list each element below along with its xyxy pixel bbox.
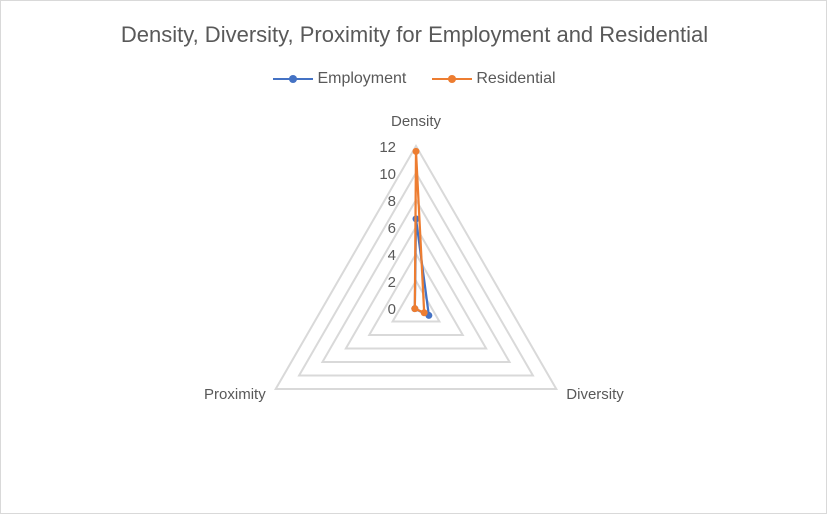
tick-label-4: 4 <box>388 247 396 264</box>
gridline-4 <box>367 252 465 336</box>
legend-label-employment: Employment <box>317 70 407 87</box>
axis-label-density: Density <box>391 113 442 130</box>
gridline-6 <box>344 225 488 350</box>
tick-label-2: 2 <box>388 274 396 291</box>
data-point-residential-density <box>412 147 420 155</box>
series-line-residential <box>413 150 426 314</box>
data-point-residential-proximity <box>411 305 419 313</box>
legend-item-employment[interactable]: Employment <box>273 70 406 88</box>
tick-label-10: 10 <box>379 166 396 183</box>
tick-label-8: 8 <box>388 193 396 210</box>
tick-label-12: 12 <box>379 139 396 156</box>
data-point-residential-diversity <box>420 309 428 317</box>
tick-label-6: 6 <box>388 220 396 237</box>
axis-label-proximity: Proximity <box>204 386 266 403</box>
gridline-12 <box>273 144 559 390</box>
chart-title: Density, Diversity, Proximity for Employ… <box>120 22 709 47</box>
legend-swatch-residential <box>432 72 473 86</box>
legend-swatch-employment <box>273 72 314 86</box>
legend-label-residential: Residential <box>476 70 556 87</box>
tick-label-0: 0 <box>388 301 396 318</box>
legend: Employment Residential <box>0 70 829 88</box>
legend-item-residential[interactable]: Residential <box>432 70 556 88</box>
axis-label-diversity: Diversity <box>566 386 624 403</box>
gridline-10 <box>297 171 535 377</box>
gridline-8 <box>320 197 512 363</box>
